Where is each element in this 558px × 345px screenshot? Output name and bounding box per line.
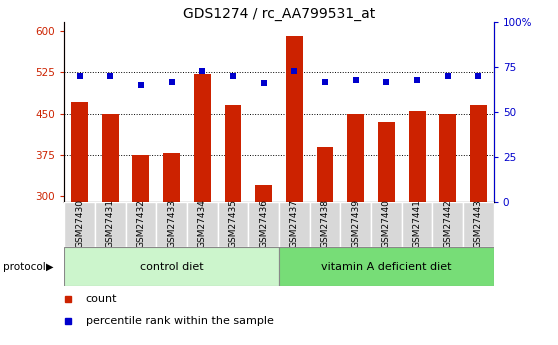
Text: GSM27435: GSM27435 [228,199,238,248]
Bar [156,202,187,247]
Bar [286,36,303,345]
Bar [463,202,494,247]
Bar [316,147,334,345]
Point [474,73,483,79]
Text: GSM27439: GSM27439 [351,199,360,248]
Bar [71,102,88,345]
Point [382,79,391,85]
Text: GSM27431: GSM27431 [105,199,115,248]
Text: GSM27432: GSM27432 [136,199,146,248]
Point [136,82,145,88]
Bar [347,114,364,345]
Bar [187,202,218,247]
Bar [255,185,272,345]
Bar [64,202,95,247]
Text: GSM27442: GSM27442 [443,199,453,248]
Text: percentile rank within the sample: percentile rank within the sample [86,316,273,326]
Text: GSM27430: GSM27430 [75,199,84,248]
Bar [132,155,150,345]
Bar [439,114,456,345]
Bar [218,202,248,247]
Bar [371,202,402,247]
Text: GSM27437: GSM27437 [290,199,299,248]
Text: GSM27438: GSM27438 [320,199,330,248]
Point [228,73,237,79]
Point [198,68,206,73]
Bar [102,114,119,345]
Text: vitamin A deficient diet: vitamin A deficient diet [321,262,451,272]
Text: control diet: control diet [140,262,204,272]
Point [443,73,452,79]
Bar [95,202,126,247]
Bar [248,202,279,247]
Point [320,79,329,85]
Bar [126,202,156,247]
Point [259,81,268,86]
Point [290,68,299,73]
Title: GDS1274 / rc_AA799531_at: GDS1274 / rc_AA799531_at [183,7,375,21]
Bar [279,202,310,247]
Point [75,73,84,79]
Bar [64,247,279,286]
Text: GSM27436: GSM27436 [259,199,268,248]
Text: GSM27433: GSM27433 [167,199,176,248]
Bar [378,122,395,345]
Text: count: count [86,294,117,304]
Text: GSM27443: GSM27443 [474,199,483,248]
Bar [402,202,432,247]
Bar [340,202,371,247]
Bar [432,202,463,247]
Bar [194,74,211,345]
Point [412,77,421,82]
Bar [310,202,340,247]
Point [167,79,176,85]
Text: protocol: protocol [3,262,46,272]
Point [351,77,360,82]
Text: GSM27440: GSM27440 [382,199,391,248]
Text: GSM27434: GSM27434 [198,199,207,248]
Bar [163,153,180,345]
Bar [470,105,487,345]
Bar [224,105,242,345]
Bar [408,111,426,345]
Point [105,73,115,79]
Text: GSM27441: GSM27441 [412,199,422,248]
Text: ▶: ▶ [46,262,54,272]
Bar [279,247,494,286]
